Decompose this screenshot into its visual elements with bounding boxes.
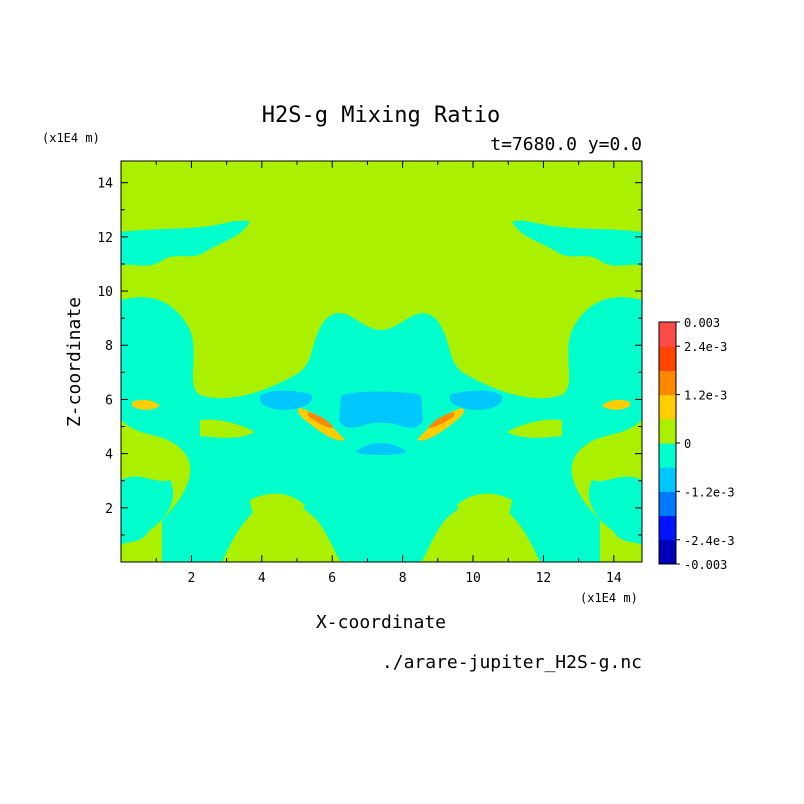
chart-subtitle: t=7680.0 y=0.0 <box>490 134 642 155</box>
colorbar-label: -0.003 <box>684 558 727 572</box>
colorbar-swatch <box>659 539 676 565</box>
plot-frame <box>120 160 643 563</box>
colorbar-swatch <box>659 467 676 492</box>
colorbar-swatch <box>659 443 676 468</box>
x-unit-label: (x1E4 m) <box>580 591 638 605</box>
y-tick-label: 6 <box>105 393 113 408</box>
y-unit-label: (x1E4 m) <box>42 131 100 145</box>
x-tick-label: 8 <box>399 571 407 586</box>
colorbar-label: -1.2e-3 <box>684 485 735 499</box>
y-tick-label: 8 <box>105 339 113 354</box>
heatmap-region-negative-lower <box>121 433 642 545</box>
colorbar-swatch <box>659 322 676 347</box>
colorbar-label: 0.003 <box>684 316 720 330</box>
y-tick-label: 14 <box>97 177 113 192</box>
colorbar: 0.003 2.4e-3 1.2e-3 0 -1.2e-3 -2.4e-3 -0.003 <box>658 316 735 572</box>
x-tick-label: 14 <box>606 571 622 586</box>
x-axis-label: X-coordinate <box>316 612 446 633</box>
x-tick-label: 4 <box>258 571 266 586</box>
heatmap-field <box>121 161 642 562</box>
heatmap-region-strong-negative <box>259 390 503 455</box>
colorbar-swatch <box>659 491 676 517</box>
x-tick-label: 6 <box>328 571 336 586</box>
chart-title: H2S-g Mixing Ratio <box>262 103 500 128</box>
colorbar-label: -2.4e-3 <box>684 534 735 548</box>
y-tick-label: 10 <box>97 285 113 300</box>
colorbar-label: 1.2e-3 <box>684 389 727 403</box>
y-tick-label: 4 <box>105 448 113 463</box>
footer-filename: ./arare-jupiter_H2S-g.nc <box>382 652 642 673</box>
colorbar-swatch <box>659 394 676 420</box>
colorbar-label: 2.4e-3 <box>684 340 727 354</box>
axis-ticks: 2 4 6 8 10 12 14 2 4 6 8 10 12 14 <box>97 161 642 586</box>
y-tick-label: 2 <box>105 502 113 517</box>
x-tick-label: 12 <box>536 571 552 586</box>
colorbar-swatch <box>659 370 676 396</box>
y-axis-label: Z-coordinate <box>64 297 85 427</box>
x-tick-label: 2 <box>187 571 195 586</box>
y-tick-label: 12 <box>97 231 113 246</box>
colorbar-swatch <box>659 418 676 444</box>
colorbar-label: 0 <box>684 437 691 451</box>
heatmap-region-positive-streaks <box>200 419 562 540</box>
colorbar-swatch <box>659 346 676 371</box>
x-tick-label: 10 <box>465 571 481 586</box>
heatmap-region-negative <box>121 297 642 562</box>
colorbar-swatch <box>659 515 676 541</box>
